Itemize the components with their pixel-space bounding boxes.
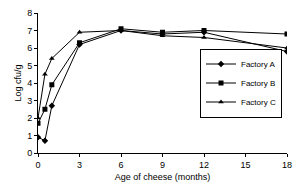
svg-text:8: 8 [27, 8, 32, 18]
svg-text:12: 12 [199, 160, 209, 170]
svg-text:7: 7 [27, 26, 32, 36]
svg-text:6: 6 [27, 43, 32, 53]
svg-text:5: 5 [27, 61, 32, 71]
svg-text:4: 4 [27, 78, 32, 88]
svg-text:6: 6 [118, 160, 123, 170]
svg-text:3: 3 [27, 96, 32, 106]
svg-text:Factory A: Factory A [241, 60, 275, 69]
svg-text:2: 2 [27, 113, 32, 123]
svg-text:0: 0 [27, 148, 32, 158]
svg-text:18: 18 [282, 160, 292, 170]
svg-text:Factory B: Factory B [241, 79, 275, 88]
svg-text:Age of cheese (months): Age of cheese (months) [115, 172, 211, 182]
svg-text:9: 9 [160, 160, 165, 170]
svg-text:15: 15 [240, 160, 250, 170]
svg-text:Factory C: Factory C [241, 98, 276, 107]
svg-text:Log cfu/g: Log cfu/g [13, 64, 23, 101]
svg-text:0: 0 [35, 160, 40, 170]
svg-text:1: 1 [27, 131, 32, 141]
svg-text:3: 3 [77, 160, 82, 170]
